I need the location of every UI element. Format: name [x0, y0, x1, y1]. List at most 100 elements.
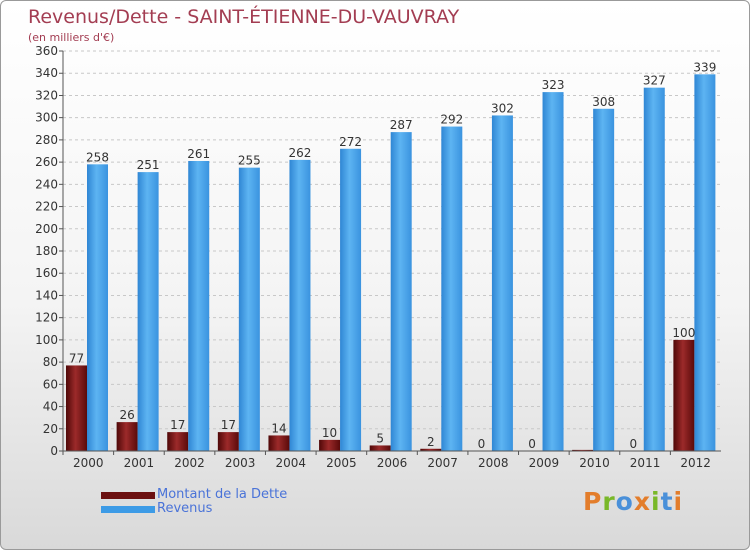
data-label-debt-2006: 5 [376, 431, 384, 445]
data-label-revenue-2008: 302 [491, 101, 514, 115]
bar-debt-2010 [572, 449, 594, 451]
y-tick-label: 320 [35, 88, 58, 102]
bar-revenue-2009 [542, 92, 564, 451]
y-tick-label: 40 [43, 400, 58, 414]
data-label-debt-2008: 0 [478, 437, 486, 451]
data-label-debt-2009: 0 [528, 437, 536, 451]
logo-letter: P [583, 487, 603, 516]
proxiti-logo: Proxiti [583, 487, 683, 516]
y-tick-label: 120 [35, 311, 58, 325]
bar-debt-2000 [66, 365, 87, 451]
bar-debt-2005 [319, 439, 341, 451]
bar-revenue-2011 [643, 87, 665, 452]
bars [66, 74, 716, 452]
data-label-revenue-2005: 272 [339, 135, 362, 149]
data-label-debt-2000: 77 [69, 351, 84, 365]
y-tick-label: 140 [35, 288, 58, 302]
y-tick-label: 260 [35, 155, 58, 169]
x-tick-label-2012: 2012 [680, 456, 711, 470]
data-label-debt-2002: 17 [170, 418, 185, 432]
y-tick-label: 100 [35, 333, 58, 347]
data-label-debt-2005: 10 [322, 426, 337, 440]
x-tick-label-2004: 2004 [275, 456, 306, 470]
data-label-debt-2003: 17 [221, 418, 236, 432]
x-tick-label-2007: 2007 [427, 456, 458, 470]
bar-revenue-2005 [340, 148, 362, 451]
data-label-revenue-2006: 287 [390, 118, 413, 132]
data-label-debt-2004: 14 [271, 421, 286, 435]
data-label-revenue-2011: 327 [643, 74, 666, 88]
bar-revenue-2008 [491, 115, 513, 451]
data-label-revenue-2002: 261 [187, 147, 210, 161]
data-label-debt-2012: 100 [672, 326, 695, 340]
data-labels: 77 258 26 251 17 261 17 255 14 262 10 272 5 287 2 292 0 3… [69, 60, 716, 451]
y-tick-label: 180 [35, 244, 58, 258]
x-tick-label-2002: 2002 [174, 456, 205, 470]
bar-revenue-2001 [137, 172, 159, 451]
y-tick-label: 160 [35, 266, 58, 280]
bar-revenue-2004 [289, 159, 311, 451]
bar-revenue-2003 [238, 167, 260, 451]
x-tick-label-2003: 2003 [225, 456, 256, 470]
bar-revenue-2006 [390, 132, 412, 451]
bar-debt-2003 [217, 432, 239, 451]
logo-letter: t [660, 487, 674, 516]
x-tick-label-2009: 2009 [529, 456, 560, 470]
bar-debt-2012 [673, 339, 695, 451]
data-label-debt-2001: 26 [119, 408, 134, 422]
y-tick-label: 20 [43, 422, 58, 436]
data-label-revenue-2012: 339 [693, 60, 716, 74]
logo-letter: i [673, 487, 684, 516]
x-tick-label-2010: 2010 [579, 456, 610, 470]
y-tick-label: 280 [35, 133, 58, 147]
bar-debt-2006 [369, 445, 391, 451]
logo-letter: i [651, 487, 661, 516]
data-label-debt-2007: 2 [427, 435, 435, 449]
bar-revenue-2007 [441, 126, 463, 452]
y-tick-label: 300 [35, 111, 58, 125]
logo-letter: x [633, 487, 651, 516]
x-tick-label-2008: 2008 [478, 456, 509, 470]
data-label-revenue-2010: 308 [592, 95, 615, 109]
y-tick-label: 340 [35, 66, 58, 80]
y-tick-label: 360 [35, 44, 58, 58]
data-label-revenue-2004: 262 [289, 146, 312, 160]
x-axis-ticks: 2000 2001 2002 2003 2004 2005 2006 2007 2008 2009… [62, 451, 711, 470]
y-tick-label: 60 [43, 377, 58, 391]
x-tick-label-2011: 2011 [630, 456, 661, 470]
x-tick-label-2000: 2000 [73, 456, 104, 470]
unit-note: (en milliers d'€) [28, 31, 115, 44]
bar-debt-2007 [420, 448, 442, 451]
bar-debt-2001 [116, 422, 138, 451]
bar-debt-2004 [268, 435, 290, 451]
x-tick-label-2006: 2006 [377, 456, 408, 470]
data-label-revenue-2001: 251 [137, 158, 160, 172]
chart-title: Revenus/Dette - SAINT-ÉTIENNE-DU-VAUVRAY [28, 6, 460, 28]
bar-revenue-2012 [694, 74, 716, 451]
bar-revenue-2000 [87, 164, 108, 452]
y-tick-label: 220 [35, 200, 58, 214]
legend-swatch-revenue [101, 506, 155, 513]
data-label-revenue-2003: 255 [238, 154, 261, 168]
y-axis-ticks: 0 20 40 60 80 100 120 140 160 180 200 220 240 260 280 3… [35, 44, 63, 458]
legend-label-revenue: Revenus [157, 501, 213, 516]
logo-letter: o [615, 487, 634, 516]
bar-revenue-2010 [593, 108, 615, 452]
logo-letter: r [602, 487, 616, 516]
data-label-revenue-2000: 258 [86, 150, 109, 164]
bar-revenue-2002 [188, 161, 210, 451]
y-tick-label: 0 [50, 444, 58, 458]
y-tick-label: 80 [43, 355, 58, 369]
legend-label-debt: Montant de la Dette [157, 487, 288, 502]
x-tick-label-2001: 2001 [124, 456, 155, 470]
y-tick-label: 200 [35, 222, 58, 236]
data-label-revenue-2007: 292 [440, 113, 463, 127]
data-label-revenue-2009: 323 [542, 78, 565, 92]
x-tick-label-2005: 2005 [326, 456, 357, 470]
y-tick-label: 240 [35, 177, 58, 191]
data-label-debt-2011: 0 [629, 437, 637, 451]
legend-swatch-debt [101, 492, 155, 499]
bar-debt-2002 [167, 432, 189, 451]
